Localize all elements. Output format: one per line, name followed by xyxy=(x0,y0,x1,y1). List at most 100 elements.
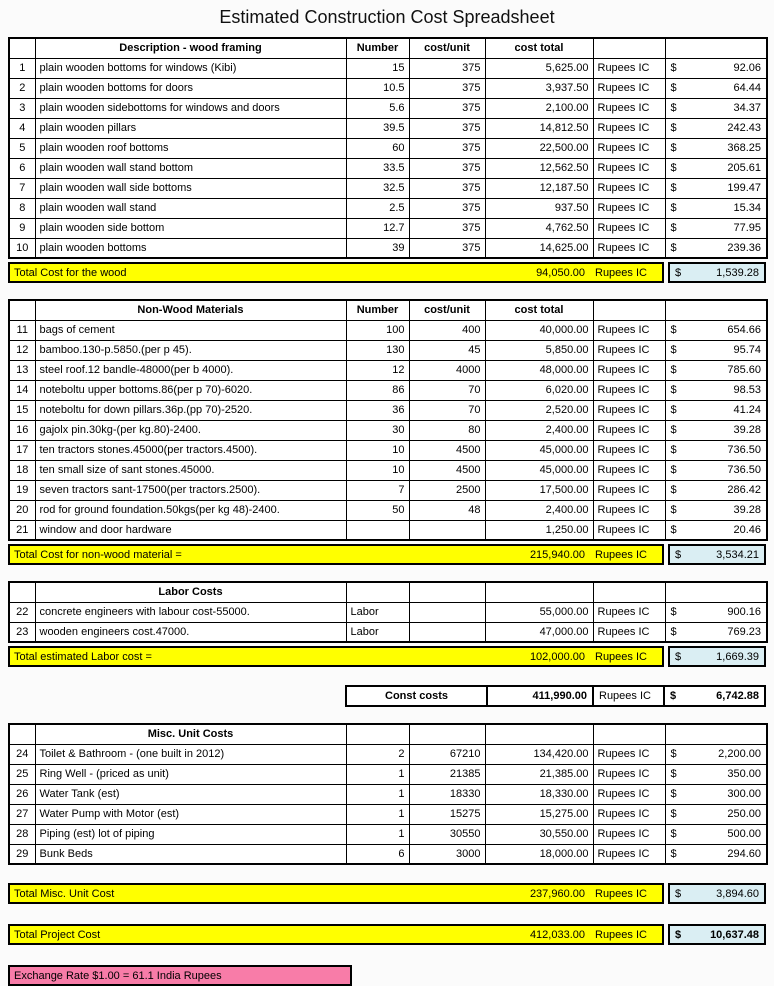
table-row: 11 bags of cement 100 400 40,000.00 Rupees IC… xyxy=(8,319,768,341)
table-row: 27 Water Pump with Motor (est) 1 15275 15,27… xyxy=(8,803,768,825)
usd-amount: 77.95 xyxy=(733,222,761,234)
currency-cell: Rupees IC xyxy=(592,499,666,521)
cost-unit-cell: 375 xyxy=(408,57,486,79)
description-cell: noteboltu for down pillars.36p.(pp 70)-2… xyxy=(34,399,347,421)
row-number: 21 xyxy=(8,519,36,541)
dollar-sign: $ xyxy=(670,444,677,456)
description-cell: plain wooden wall stand xyxy=(34,197,347,219)
cost-total-cell: 2,400.00 xyxy=(484,419,594,441)
number-header xyxy=(345,581,410,603)
cost-total-cell: 14,812.50 xyxy=(484,117,594,139)
wood-total-row: Total Cost for the wood 94,050.00 Rupees… xyxy=(8,262,766,283)
row-number: 17 xyxy=(8,439,36,461)
wood-total-box: Total Cost for the wood 94,050.00 Rupees… xyxy=(8,262,664,283)
currency-cell: Rupees IC xyxy=(592,117,666,139)
cost-total-cell: 55,000.00 xyxy=(484,601,594,623)
usd-cell: $239.36 xyxy=(664,237,768,259)
table-row: 22 concrete engineers with labour cost-55… xyxy=(8,601,768,623)
usd-cell: $2,200.00 xyxy=(664,743,768,765)
cost-unit-cell: 375 xyxy=(408,97,486,119)
usd-header xyxy=(664,37,768,59)
row-number: 3 xyxy=(8,97,36,119)
corner-cell xyxy=(8,299,36,321)
number-cell: 1 xyxy=(345,783,410,805)
currency-cell: Rupees IC xyxy=(592,519,666,541)
labor-total-amount: 102,000.00 xyxy=(529,650,585,663)
number-cell: 1 xyxy=(345,803,410,825)
description-cell: plain wooden bottoms xyxy=(34,237,347,259)
dollar-sign: $ xyxy=(675,266,682,279)
currency-cell: Rupees IC xyxy=(592,479,666,501)
cost-unit-cell: 3000 xyxy=(408,843,486,865)
cost-unit-cell: 48 xyxy=(408,499,486,521)
number-header xyxy=(345,723,410,745)
currency-cell: Rupees IC xyxy=(592,783,666,805)
row-number: 1 xyxy=(8,57,36,79)
labor-total-usd: $ 1,669.39 xyxy=(668,646,766,667)
misc-total-amount: 237,960.00 xyxy=(529,887,585,900)
row-number: 13 xyxy=(8,359,36,381)
labor-total-label: Total estimated Labor cost = xyxy=(14,650,152,663)
usd-header xyxy=(664,581,768,603)
usd-cell: $15.34 xyxy=(664,197,768,219)
dollar-sign: $ xyxy=(670,504,677,516)
corner-cell xyxy=(8,723,36,745)
table-row: 25 Ring Well - (priced as unit) 1 21385 21,3… xyxy=(8,763,768,785)
dollar-sign: $ xyxy=(675,548,682,561)
const-costs-row: Const costs 411,990.00 Rupees IC $ 6,742… xyxy=(345,685,766,707)
usd-cell: $92.06 xyxy=(664,57,768,79)
cost-unit-header xyxy=(408,581,486,603)
description-cell: seven tractors sant-17500(per tractors.2… xyxy=(34,479,347,501)
cost-unit-header xyxy=(408,723,486,745)
cost-unit-cell: 4500 xyxy=(408,459,486,481)
non-wood-total-row: Total Cost for non-wood material = 215,9… xyxy=(8,544,766,565)
usd-amount: 900.16 xyxy=(727,606,761,618)
table-row: 19 seven tractors sant-17500(per tractors… xyxy=(8,479,768,501)
table-row: 10 plain wooden bottoms 39 375 14,625.00 Rupe… xyxy=(8,237,768,259)
cost-total-cell: 40,000.00 xyxy=(484,319,594,341)
cost-unit-cell: 375 xyxy=(408,157,486,179)
dollar-sign: $ xyxy=(670,768,677,780)
number-cell: 12.7 xyxy=(345,217,410,239)
dollar-sign: $ xyxy=(670,241,677,254)
cost-unit-cell: 375 xyxy=(408,77,486,99)
dollar-sign: $ xyxy=(670,142,677,154)
usd-cell: $286.42 xyxy=(664,479,768,501)
usd-cell: $34.37 xyxy=(664,97,768,119)
description-header: Non-Wood Materials xyxy=(34,299,347,321)
cost-total-cell: 937.50 xyxy=(484,197,594,219)
misc-total-usd: $ 3,894.60 xyxy=(668,883,766,904)
currency-header xyxy=(592,37,666,59)
description-cell: Bunk Beds xyxy=(34,843,347,865)
usd-amount: 250.00 xyxy=(727,808,761,820)
currency-cell: Rupees IC xyxy=(592,621,666,643)
usd-cell: $95.74 xyxy=(664,339,768,361)
usd-amount: 242.43 xyxy=(727,122,761,134)
currency-cell: Rupees IC xyxy=(592,319,666,341)
misc-header-row: Misc. Unit Costs xyxy=(8,723,768,745)
description-cell: Water Pump with Motor (est) xyxy=(34,803,347,825)
usd-amount: 64.44 xyxy=(733,82,761,94)
cost-total-cell: 3,937.50 xyxy=(484,77,594,99)
currency-cell: Rupees IC xyxy=(592,843,666,865)
description-cell: window and door hardware xyxy=(34,519,347,541)
dollar-sign: $ xyxy=(670,788,677,800)
usd-amount: 39.28 xyxy=(733,504,761,516)
dollar-sign: $ xyxy=(670,162,677,174)
cost-unit-header: cost/unit xyxy=(408,299,486,321)
row-number: 27 xyxy=(8,803,36,825)
number-cell: 60 xyxy=(345,137,410,159)
row-number: 11 xyxy=(8,319,36,341)
usd-cell: $205.61 xyxy=(664,157,768,179)
number-cell: 100 xyxy=(345,319,410,341)
cost-unit-cell: 70 xyxy=(408,399,486,421)
table-row: 23 wooden engineers cost.47000. Labor 47,00… xyxy=(8,621,768,643)
table-row: 12 bamboo.130-p.5850.(per p 45). 130 45 5,85… xyxy=(8,339,768,361)
dollar-sign: $ xyxy=(670,748,677,760)
dollar-sign: $ xyxy=(670,102,677,114)
number-cell: 7 xyxy=(345,479,410,501)
const-costs-label: Const costs xyxy=(385,690,448,702)
corner-cell xyxy=(8,581,36,603)
table-row: 21 window and door hardware 1,250.00 Rupees… xyxy=(8,519,768,541)
currency-cell: Rupees IC xyxy=(592,459,666,481)
